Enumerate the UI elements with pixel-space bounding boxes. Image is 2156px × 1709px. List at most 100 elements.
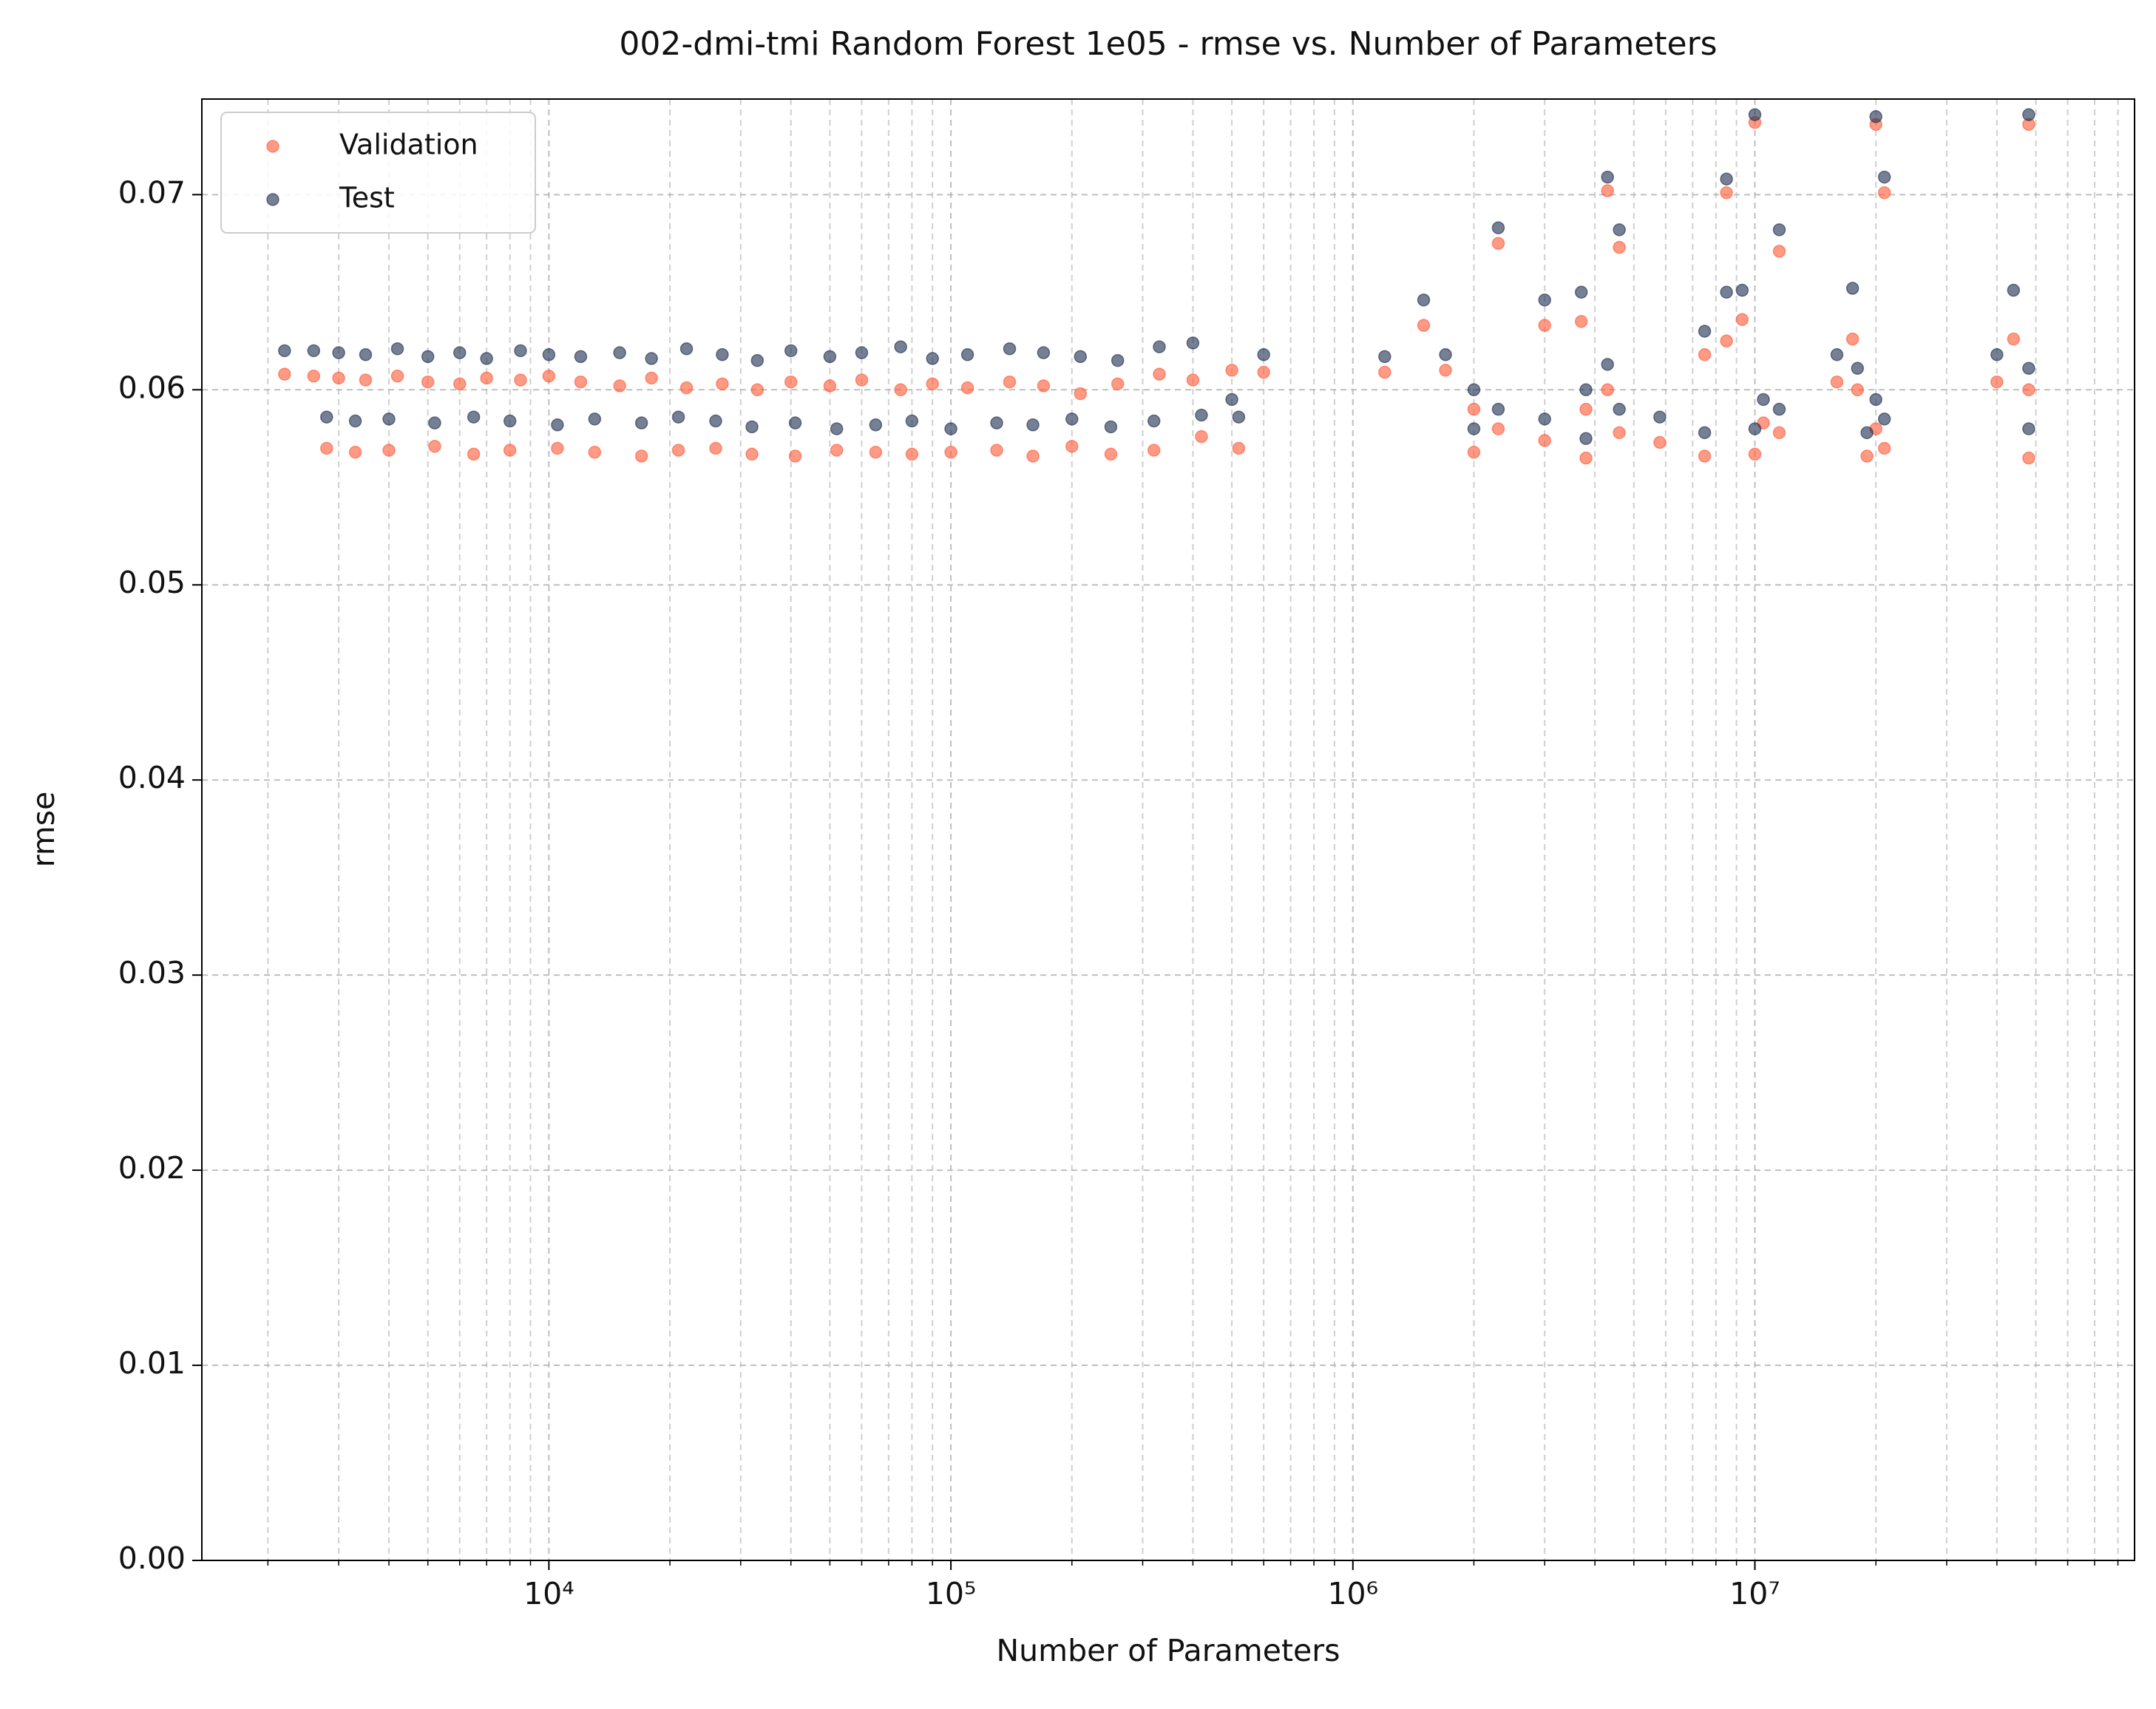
point: [1653, 410, 1667, 424]
point: [1104, 420, 1118, 434]
y-tick-label: 0.02: [118, 1150, 186, 1186]
point: [745, 420, 759, 434]
point: [1467, 402, 1481, 416]
point: [320, 410, 333, 424]
point: [1772, 426, 1786, 440]
point: [1026, 449, 1040, 463]
point: [1491, 422, 1505, 435]
point: [2022, 361, 2035, 376]
point: [1601, 184, 1614, 197]
point: [926, 377, 939, 391]
point: [1845, 332, 1860, 346]
point: [1757, 393, 1770, 407]
point: [869, 446, 883, 459]
point: [1698, 325, 1712, 338]
point: [788, 416, 802, 429]
point: [2022, 422, 2035, 435]
point: [1601, 383, 1614, 397]
point: [1720, 334, 1733, 348]
point: [1869, 110, 1882, 123]
point: [542, 348, 556, 361]
chart-title: 002-dmi-tmi Random Forest 1e05 - rmse vs…: [619, 25, 1717, 63]
legend-label: Validation: [339, 129, 478, 161]
point: [1851, 383, 1865, 397]
point: [830, 444, 844, 457]
point: [1065, 412, 1079, 426]
point: [320, 441, 333, 455]
point: [1538, 412, 1551, 426]
point: [1003, 375, 1017, 389]
point: [1601, 170, 1614, 184]
point: [1467, 446, 1481, 459]
point: [745, 447, 759, 461]
point: [1257, 365, 1270, 379]
point: [428, 440, 441, 453]
point: [613, 346, 626, 359]
point: [1195, 408, 1208, 422]
legend-marker: [266, 193, 279, 206]
point: [1748, 422, 1762, 435]
point: [855, 346, 869, 359]
point: [1439, 348, 1452, 361]
point: [1601, 358, 1614, 371]
y-tick-label: 0.06: [118, 370, 186, 405]
point: [671, 444, 685, 457]
point: [390, 370, 404, 383]
point: [894, 340, 907, 353]
point: [709, 414, 722, 428]
point: [1990, 348, 2004, 361]
point: [1613, 426, 1626, 440]
y-tick-label: 0.00: [118, 1540, 186, 1576]
point: [1720, 172, 1733, 186]
point: [503, 414, 517, 428]
point: [1851, 361, 1865, 376]
legend-marker: [266, 140, 279, 153]
point: [716, 348, 729, 361]
point: [551, 441, 564, 455]
point: [679, 381, 694, 395]
y-tick-label: 0.04: [118, 760, 186, 795]
point: [1037, 379, 1051, 393]
plot-frame: [201, 98, 2135, 1561]
point: [514, 344, 527, 358]
point: [1232, 441, 1246, 455]
point: [1579, 432, 1593, 446]
point: [588, 446, 602, 459]
point: [1378, 350, 1391, 364]
point: [990, 416, 1003, 429]
point: [1698, 426, 1712, 440]
point: [1772, 402, 1786, 416]
point: [307, 344, 321, 358]
point: [1378, 365, 1391, 379]
point: [1111, 353, 1125, 367]
point: [1574, 285, 1588, 299]
point: [645, 371, 658, 385]
y-tick-label: 0.03: [118, 955, 186, 991]
point: [452, 377, 467, 391]
point: [551, 418, 564, 432]
point: [2022, 383, 2035, 397]
point: [382, 444, 396, 457]
point: [1232, 410, 1246, 424]
point: [1830, 348, 1844, 361]
point: [634, 416, 648, 429]
point: [514, 373, 527, 387]
x-tick-label: 10⁶: [1327, 1576, 1378, 1611]
point: [1860, 449, 1874, 463]
point: [944, 446, 957, 459]
point: [1417, 319, 1431, 332]
point: [750, 383, 765, 397]
point: [452, 346, 467, 359]
point: [1003, 342, 1017, 356]
point: [1772, 223, 1786, 237]
point: [645, 352, 658, 365]
point: [1830, 375, 1844, 389]
point: [382, 412, 396, 426]
point: [390, 342, 404, 356]
point: [2022, 108, 2035, 121]
x-tick-label: 10⁴: [523, 1576, 574, 1611]
point: [1613, 223, 1626, 237]
point: [679, 342, 694, 356]
point: [750, 353, 765, 367]
